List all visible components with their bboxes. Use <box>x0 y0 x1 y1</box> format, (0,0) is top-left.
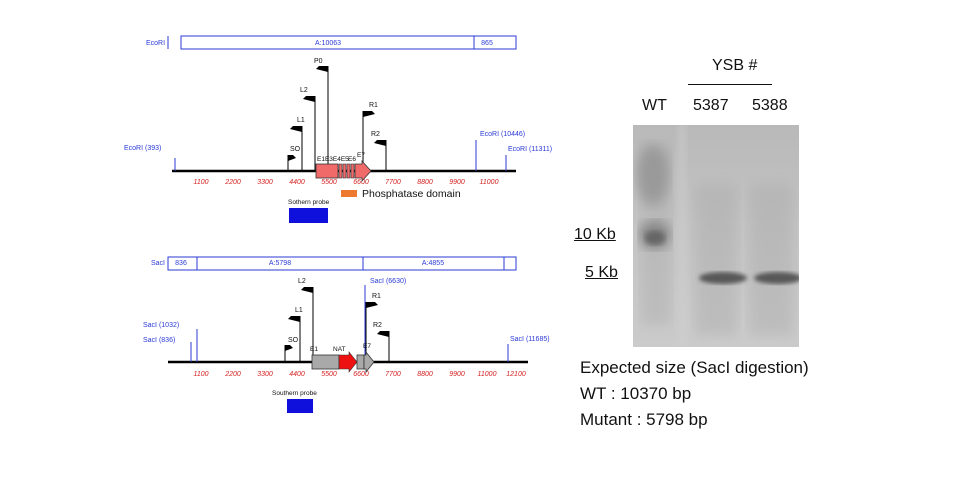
ecori-site-left: EcoRI (393) <box>124 145 161 152</box>
ysb-header: YSB # <box>712 57 758 74</box>
ecori-tick: 9900 <box>449 179 465 186</box>
saci-tick: 3300 <box>257 371 273 378</box>
saci-exon-label-e7: E7 <box>363 343 371 350</box>
saci-tick: 6600 <box>353 371 369 378</box>
ecori-scale-ticks: 1100 2200 3300 4400 5500 6600 7700 8800 … <box>193 179 498 186</box>
ecori-site-right2: EcoRI (11311) <box>508 146 552 153</box>
ecori-exon-label-e6: E6 <box>348 156 356 163</box>
svg-text:R1: R1 <box>369 102 378 109</box>
ecori-primer-r1: R1 <box>362 102 378 171</box>
ecori-exon-label-combined: E1E3E4E5 <box>317 156 349 163</box>
saci-tick: 5500 <box>321 371 337 378</box>
lane-label-wt: WT <box>642 97 667 114</box>
ecori-southern-probe <box>289 208 328 223</box>
saci-probe-label: Southern probe <box>272 390 317 397</box>
ecori-exon-e1 <box>315 163 339 179</box>
saci-top-bar-mid1: A:5798 <box>269 260 291 267</box>
ecori-tick: 7700 <box>385 179 401 186</box>
svg-text:SO: SO <box>288 337 299 344</box>
ecori-exon <box>342 163 347 179</box>
marker-5kb: 5 Kb <box>585 264 618 281</box>
saci-gene: E1 NAT E7 <box>310 343 375 374</box>
saci-primer-l2: L2 <box>298 278 314 362</box>
lane-label-5388: 5388 <box>752 97 788 114</box>
saci-southern-probe <box>287 399 313 413</box>
caption-wt: WT : 10370 bp <box>580 384 692 403</box>
ecori-primer-l1: L1 <box>290 117 305 171</box>
svg-text:R1: R1 <box>372 293 381 300</box>
saci-exon-label-nat: NAT <box>333 346 346 353</box>
ecori-primer-p0: P0 <box>314 58 329 171</box>
ecori-exon <box>346 163 351 179</box>
nat-marker-arrow <box>338 351 358 373</box>
phosphatase-domain-bar <box>341 190 357 197</box>
saci-top-bar-label: SacI <box>151 260 165 267</box>
ysb-header-line <box>688 84 772 85</box>
svg-text:L1: L1 <box>295 307 303 314</box>
ecori-top-bar <box>180 35 517 50</box>
saci-primer-r2: R2 <box>373 322 390 362</box>
saci-tick: 4400 <box>289 371 305 378</box>
saci-site-left1: SacI (1032) <box>143 322 179 329</box>
marker-10kb: 10 Kb <box>574 226 616 243</box>
saci-site-left2: SacI (836) <box>143 337 175 344</box>
saci-site-mid: SacI (6630) <box>370 278 406 285</box>
southern-blot-image <box>633 125 799 347</box>
ecori-tick: 6600 <box>353 179 369 186</box>
ecori-exon <box>350 163 355 179</box>
saci-top-bar <box>167 256 517 271</box>
ecori-top-bar-mid: A:10063 <box>315 40 341 47</box>
svg-text:SO: SO <box>290 146 301 153</box>
svg-text:R2: R2 <box>371 131 380 138</box>
svg-text:L2: L2 <box>298 278 306 285</box>
saci-tick: 2200 <box>224 371 241 378</box>
lane-label-5387: 5387 <box>693 97 729 114</box>
ecori-exon-label-e7: E7 <box>357 152 365 159</box>
svg-text:P0: P0 <box>314 58 323 65</box>
ecori-primer-so: SO <box>287 146 301 171</box>
ecori-tick: 5500 <box>321 179 337 186</box>
caption-mutant: Mutant : 5798 bp <box>580 410 708 429</box>
ecori-tick: 8800 <box>417 179 433 186</box>
ecori-tick: 1100 <box>193 179 208 186</box>
saci-top-bar-mid2: A:4855 <box>422 260 444 267</box>
ecori-top-bar-right: 865 <box>481 40 493 47</box>
ecori-top-bar-label: EcoRI <box>146 40 165 47</box>
saci-map: SacI 836 A:5798 A:4855 SacI (1032) SacI … <box>143 256 550 413</box>
ecori-primer-l2: L2 <box>300 87 316 171</box>
ecori-exon <box>338 163 343 179</box>
svg-text:R2: R2 <box>373 322 382 329</box>
saci-site-right: SacI (11685) <box>510 336 550 343</box>
saci-primer-l1: L1 <box>288 307 303 362</box>
ecori-tick: 2200 <box>224 179 241 186</box>
ecori-site-right1: EcoRI (10446) <box>480 131 525 138</box>
saci-tick: 9900 <box>449 371 465 378</box>
svg-text:L1: L1 <box>297 117 305 124</box>
saci-tick: 12100 <box>506 371 526 378</box>
saci-exon-e7-arrow <box>363 350 375 374</box>
saci-tick: 1100 <box>193 371 208 378</box>
svg-text:L2: L2 <box>300 87 308 94</box>
saci-exon-label-e1: E1 <box>310 346 318 353</box>
ecori-probe-label: Sothern probe <box>288 199 330 206</box>
saci-primer-so: SO <box>284 337 299 362</box>
saci-top-bar-left: 836 <box>175 260 187 267</box>
ecori-exon-e7-arrow <box>354 159 372 183</box>
saci-exon-block <box>356 354 365 370</box>
caption-title: Expected size (SacI digestion) <box>580 358 809 377</box>
ecori-gene: E1E3E4E5 E6 E7 <box>315 152 372 183</box>
ecori-map: EcoRI A:10063 865 EcoRI (393) EcoRI (104… <box>124 35 552 223</box>
ecori-primer-r2: R2 <box>371 131 387 171</box>
saci-tick: 11000 <box>478 371 497 378</box>
saci-scale-ticks: 1100 2200 3300 4400 5500 6600 7700 8800 … <box>193 371 525 378</box>
saci-exon-e1 <box>311 354 340 370</box>
saci-tick: 8800 <box>417 371 433 378</box>
ecori-tick: 4400 <box>289 179 305 186</box>
phosphatase-domain-label: Phosphatase domain <box>362 188 461 200</box>
ecori-tick: 11000 <box>480 179 499 186</box>
saci-tick: 7700 <box>385 371 401 378</box>
ecori-tick: 3300 <box>257 179 273 186</box>
